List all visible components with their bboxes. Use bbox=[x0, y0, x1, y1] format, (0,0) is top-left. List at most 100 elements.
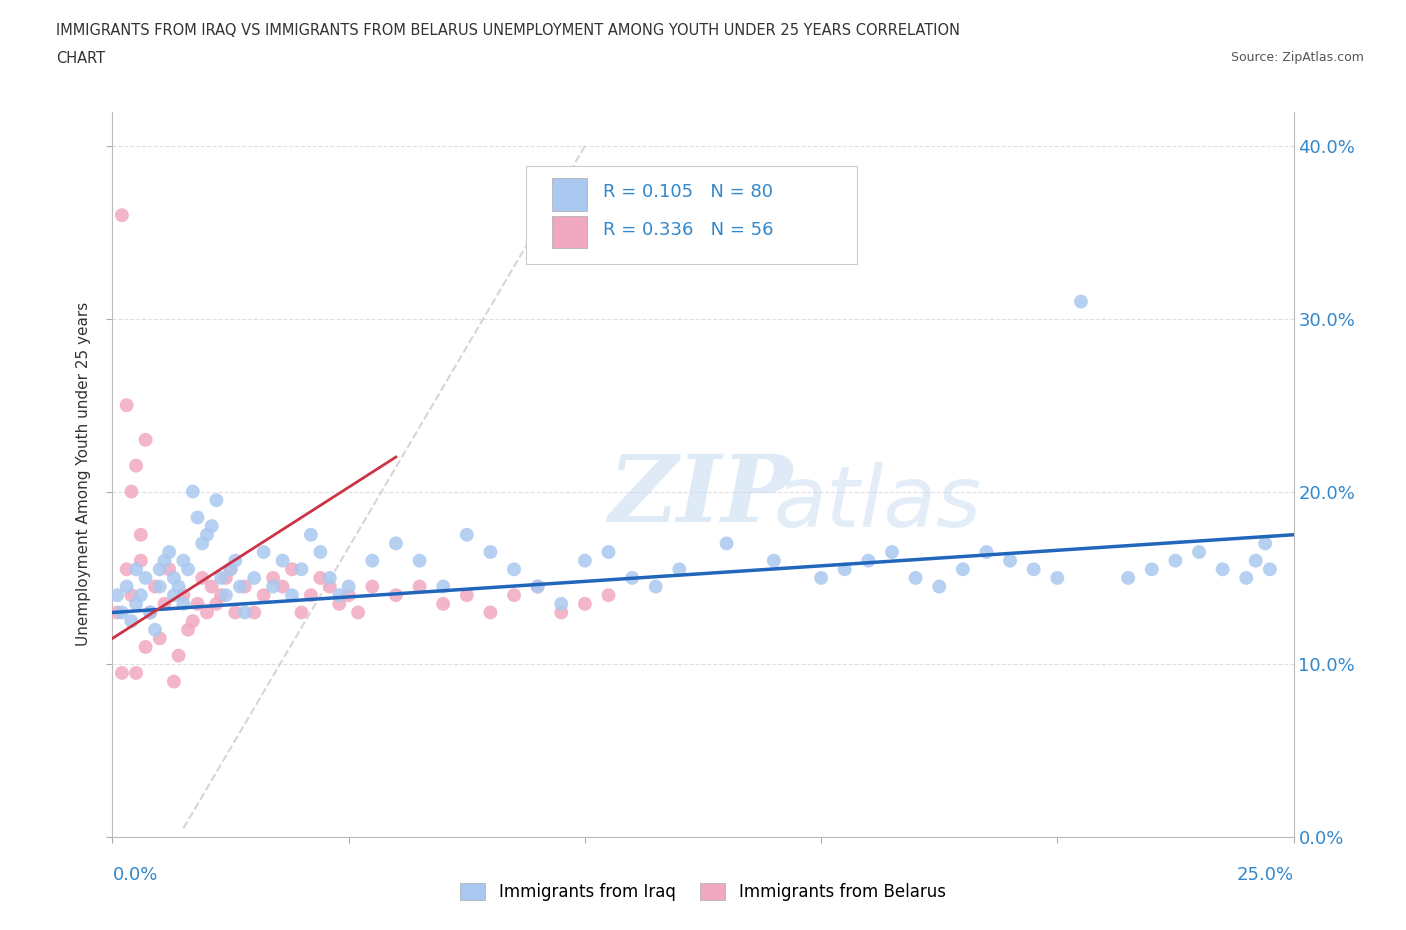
Point bbox=[157, 562, 180, 577]
Point bbox=[157, 545, 180, 560]
Point bbox=[337, 588, 360, 603]
Point bbox=[139, 605, 162, 620]
Point bbox=[215, 570, 238, 585]
Point bbox=[120, 614, 142, 629]
Point bbox=[432, 579, 454, 594]
Text: CHART: CHART bbox=[56, 51, 105, 66]
Point bbox=[209, 570, 232, 585]
Point bbox=[952, 562, 974, 577]
Point bbox=[290, 605, 312, 620]
Point bbox=[1188, 545, 1211, 560]
Text: R = 0.336   N = 56: R = 0.336 N = 56 bbox=[603, 221, 773, 239]
FancyBboxPatch shape bbox=[551, 216, 588, 248]
Point bbox=[503, 562, 526, 577]
Point bbox=[598, 588, 620, 603]
Point bbox=[456, 527, 478, 542]
Point bbox=[111, 666, 134, 681]
Point bbox=[253, 588, 276, 603]
Point bbox=[998, 553, 1021, 568]
Point bbox=[361, 579, 384, 594]
Point bbox=[262, 570, 284, 585]
FancyBboxPatch shape bbox=[551, 179, 588, 211]
Point bbox=[550, 596, 572, 611]
Point bbox=[432, 596, 454, 611]
Point bbox=[1244, 553, 1267, 568]
Point bbox=[1116, 570, 1139, 585]
Point bbox=[229, 579, 252, 594]
Point bbox=[479, 605, 502, 620]
Point bbox=[163, 570, 186, 585]
Text: 25.0%: 25.0% bbox=[1236, 866, 1294, 884]
Legend: Immigrants from Iraq, Immigrants from Belarus: Immigrants from Iraq, Immigrants from Be… bbox=[454, 876, 952, 908]
Point bbox=[143, 579, 166, 594]
Point bbox=[271, 579, 294, 594]
Point bbox=[526, 579, 548, 594]
Point bbox=[858, 553, 880, 568]
Point bbox=[299, 588, 322, 603]
Point bbox=[172, 553, 194, 568]
Point bbox=[810, 570, 832, 585]
Point bbox=[177, 622, 200, 637]
Point bbox=[149, 631, 172, 645]
Point bbox=[1212, 562, 1234, 577]
Point bbox=[115, 398, 138, 413]
Point bbox=[181, 485, 204, 499]
Point bbox=[143, 622, 166, 637]
Point bbox=[243, 570, 266, 585]
Point bbox=[550, 605, 572, 620]
Text: R = 0.105   N = 80: R = 0.105 N = 80 bbox=[603, 183, 773, 202]
Point bbox=[120, 588, 142, 603]
Y-axis label: Unemployment Among Youth under 25 years: Unemployment Among Youth under 25 years bbox=[76, 302, 91, 646]
Point bbox=[243, 605, 266, 620]
Point bbox=[328, 596, 350, 611]
Point bbox=[224, 605, 246, 620]
Point bbox=[408, 553, 430, 568]
Point bbox=[129, 527, 152, 542]
Point bbox=[125, 562, 148, 577]
Point bbox=[1258, 562, 1281, 577]
Text: atlas: atlas bbox=[773, 462, 981, 545]
Point bbox=[1140, 562, 1163, 577]
Point bbox=[115, 579, 138, 594]
Point bbox=[598, 545, 620, 560]
Point bbox=[281, 588, 304, 603]
Point bbox=[135, 432, 157, 447]
Point bbox=[186, 596, 208, 611]
Point bbox=[224, 553, 246, 568]
Text: IMMIGRANTS FROM IRAQ VS IMMIGRANTS FROM BELARUS UNEMPLOYMENT AMONG YOUTH UNDER 2: IMMIGRANTS FROM IRAQ VS IMMIGRANTS FROM … bbox=[56, 23, 960, 38]
Point bbox=[880, 545, 903, 560]
Point bbox=[456, 588, 478, 603]
Point bbox=[209, 588, 232, 603]
Point bbox=[1046, 570, 1069, 585]
Point bbox=[281, 562, 304, 577]
Point bbox=[163, 674, 186, 689]
Point bbox=[337, 579, 360, 594]
Point bbox=[1022, 562, 1045, 577]
Point bbox=[928, 579, 950, 594]
Point bbox=[195, 527, 218, 542]
Point bbox=[139, 605, 162, 620]
Point bbox=[385, 588, 408, 603]
Point bbox=[290, 562, 312, 577]
Point bbox=[215, 588, 238, 603]
Point bbox=[479, 545, 502, 560]
Text: 0.0%: 0.0% bbox=[112, 866, 157, 884]
Point bbox=[105, 605, 128, 620]
Point bbox=[233, 605, 256, 620]
Point bbox=[361, 553, 384, 568]
Point bbox=[299, 527, 322, 542]
Point bbox=[135, 570, 157, 585]
Point bbox=[135, 640, 157, 655]
Point bbox=[408, 579, 430, 594]
Point bbox=[976, 545, 998, 560]
Point bbox=[621, 570, 644, 585]
Point bbox=[503, 588, 526, 603]
FancyBboxPatch shape bbox=[526, 166, 856, 264]
Point bbox=[125, 596, 148, 611]
Point bbox=[163, 588, 186, 603]
Point bbox=[574, 553, 596, 568]
Point bbox=[201, 579, 224, 594]
Point bbox=[129, 553, 152, 568]
Point bbox=[319, 570, 342, 585]
Point bbox=[205, 493, 228, 508]
